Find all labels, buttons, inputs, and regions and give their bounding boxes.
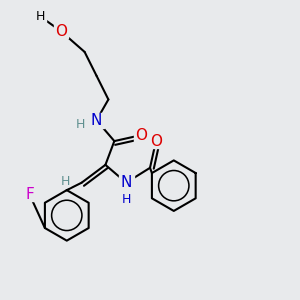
Text: O: O	[150, 134, 162, 148]
Bar	[54, 24, 68, 38]
Bar	[89, 113, 104, 128]
Bar	[24, 189, 36, 200]
Text: H: H	[61, 175, 70, 188]
Text: H: H	[76, 118, 85, 131]
Text: H: H	[35, 10, 45, 23]
Bar	[121, 194, 131, 204]
Bar	[75, 119, 86, 130]
Bar	[60, 176, 70, 186]
Bar	[119, 175, 134, 190]
Text: H: H	[122, 193, 131, 206]
Bar	[149, 134, 163, 148]
Text: O: O	[135, 128, 147, 142]
Text: F: F	[25, 187, 34, 202]
Text: N: N	[91, 113, 102, 128]
Bar	[134, 128, 148, 142]
Text: O: O	[55, 24, 67, 39]
Text: N: N	[121, 175, 132, 190]
Bar	[34, 10, 46, 22]
